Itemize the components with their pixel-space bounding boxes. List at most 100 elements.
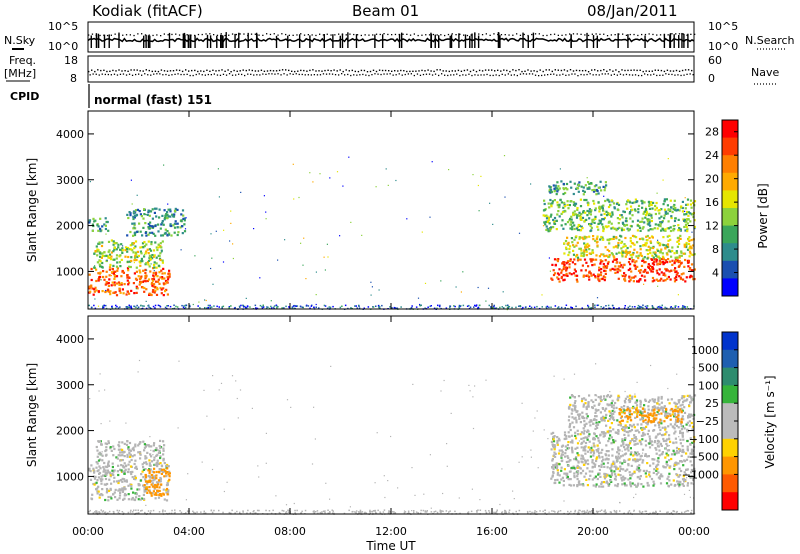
data-cell bbox=[599, 411, 602, 414]
data-cell bbox=[553, 258, 557, 261]
data-cell bbox=[143, 255, 146, 258]
data-cell bbox=[634, 443, 637, 446]
freq-point bbox=[260, 69, 263, 71]
data-cell bbox=[652, 251, 655, 254]
data-cell bbox=[565, 246, 568, 249]
data-cell bbox=[128, 441, 132, 445]
data-cell bbox=[608, 238, 611, 241]
data-cell bbox=[689, 212, 692, 215]
data-cell bbox=[138, 269, 141, 272]
data-cell bbox=[144, 455, 147, 458]
data-cell bbox=[624, 416, 627, 419]
data-cell bbox=[681, 434, 684, 437]
data-cell bbox=[583, 423, 586, 426]
data-cell bbox=[588, 210, 591, 213]
near-range-echo bbox=[575, 305, 577, 308]
data-cell bbox=[647, 416, 651, 419]
nave-point bbox=[125, 74, 128, 76]
data-cell bbox=[665, 416, 669, 419]
near-range-echo bbox=[545, 306, 547, 308]
near-range-echo bbox=[493, 305, 495, 308]
data-cell bbox=[618, 218, 621, 221]
data-cell bbox=[166, 471, 169, 474]
data-cell bbox=[683, 395, 686, 398]
freq-point bbox=[185, 69, 187, 71]
data-cell bbox=[183, 217, 186, 220]
data-cell bbox=[595, 415, 598, 418]
data-cell bbox=[619, 467, 622, 471]
data-cell bbox=[142, 468, 145, 471]
data-cell bbox=[633, 208, 637, 211]
data-cell bbox=[113, 281, 116, 284]
data-cell bbox=[569, 459, 572, 462]
data-cell bbox=[679, 474, 682, 477]
data-cell bbox=[155, 470, 158, 474]
data-cell bbox=[611, 454, 614, 457]
near-range-echo bbox=[129, 306, 131, 308]
near-range-echo bbox=[666, 511, 668, 514]
data-cell bbox=[628, 397, 631, 400]
data-cell bbox=[555, 219, 558, 222]
data-cell bbox=[578, 236, 582, 239]
data-cell bbox=[650, 216, 653, 219]
data-cell bbox=[653, 408, 656, 411]
data-cell bbox=[664, 412, 667, 415]
data-cell bbox=[120, 258, 123, 261]
data-cell bbox=[132, 234, 135, 237]
data-cell bbox=[99, 451, 102, 454]
data-cell bbox=[100, 475, 103, 478]
data-cell bbox=[683, 265, 686, 268]
scatter-point bbox=[230, 222, 232, 224]
nave-point bbox=[410, 73, 412, 75]
data-cell bbox=[674, 483, 677, 487]
data-cell bbox=[664, 433, 667, 436]
data-cell bbox=[684, 280, 687, 283]
data-cell bbox=[144, 252, 147, 255]
data-cell bbox=[575, 419, 578, 422]
data-cell bbox=[633, 434, 636, 437]
data-cell bbox=[107, 284, 110, 287]
data-cell bbox=[107, 464, 111, 467]
data-cell bbox=[624, 424, 627, 427]
data-cell bbox=[658, 257, 661, 260]
data-cell bbox=[575, 255, 578, 258]
data-cell bbox=[633, 483, 636, 486]
near-range-echo bbox=[358, 307, 361, 309]
data-cell bbox=[688, 405, 691, 408]
data-cell bbox=[96, 250, 99, 253]
data-cell bbox=[664, 426, 667, 429]
data-cell bbox=[651, 420, 654, 423]
data-cell bbox=[585, 412, 588, 416]
near-range-echo bbox=[501, 306, 503, 308]
data-cell bbox=[669, 199, 672, 202]
freq-point bbox=[630, 69, 632, 71]
data-cell bbox=[677, 475, 680, 478]
data-cell bbox=[166, 217, 169, 220]
data-cell bbox=[649, 228, 652, 231]
data-cell bbox=[123, 442, 126, 445]
data-cell bbox=[145, 487, 148, 490]
scatter-point bbox=[324, 269, 326, 271]
data-cell bbox=[112, 272, 115, 275]
data-cell bbox=[157, 264, 160, 267]
data-cell bbox=[684, 207, 687, 210]
near-range-echo bbox=[302, 306, 304, 309]
data-cell bbox=[643, 404, 646, 407]
near-range-echo bbox=[242, 510, 244, 512]
data-cell bbox=[667, 398, 670, 401]
data-cell bbox=[105, 442, 109, 446]
data-cell bbox=[656, 263, 659, 266]
freq-point bbox=[494, 70, 496, 72]
data-cell bbox=[657, 396, 660, 399]
data-cell bbox=[597, 473, 600, 476]
data-cell bbox=[159, 258, 162, 262]
data-cell bbox=[91, 229, 94, 232]
data-cell bbox=[567, 460, 570, 463]
data-cell bbox=[582, 417, 585, 420]
data-cell bbox=[92, 293, 95, 296]
data-cell bbox=[574, 263, 577, 266]
data-cell bbox=[583, 235, 586, 238]
data-cell bbox=[161, 468, 164, 471]
scatter-point bbox=[204, 299, 206, 301]
data-cell bbox=[574, 457, 577, 460]
